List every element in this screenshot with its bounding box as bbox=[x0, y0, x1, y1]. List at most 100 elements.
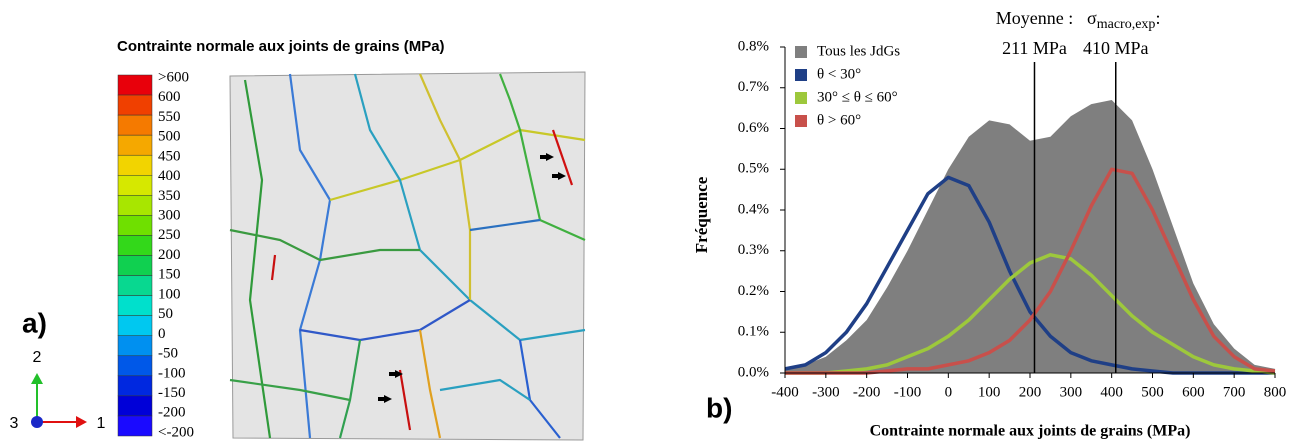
x-tick-label: 400 bbox=[1100, 384, 1123, 400]
colorbar-label: 300 bbox=[158, 207, 181, 223]
colorbar-band bbox=[117, 235, 153, 256]
annotation-text: 410 MPa bbox=[1083, 38, 1149, 58]
colorbar: >600600550500450400350300250200150100500… bbox=[117, 69, 194, 440]
colorbar-label: 450 bbox=[158, 148, 181, 164]
legend-label: θ > 60° bbox=[817, 112, 861, 128]
triad-label: 2 bbox=[33, 349, 42, 366]
y-tick-label: 0.7% bbox=[738, 79, 769, 95]
x-tick-label: -200 bbox=[853, 384, 881, 400]
colorbar-label: 150 bbox=[158, 267, 181, 283]
arrow-marker bbox=[389, 370, 403, 378]
colorbar-band bbox=[117, 215, 153, 236]
x-axis-title: Contrainte normale aux joints de grains … bbox=[870, 423, 1191, 440]
colorbar-band bbox=[117, 255, 153, 276]
x-tick-label: -300 bbox=[812, 384, 840, 400]
annotation-title: σmacro,exp: bbox=[1087, 8, 1160, 32]
y-tick-label: 0.5% bbox=[738, 161, 769, 177]
colorbar-label: 500 bbox=[158, 129, 181, 145]
x-tick-label: -400 bbox=[771, 384, 799, 400]
axis-triad: 2 3 1 bbox=[10, 349, 106, 432]
colorbar-label: >600 bbox=[158, 69, 189, 85]
colorbar-band bbox=[117, 94, 153, 116]
colorbar-band bbox=[117, 375, 153, 397]
boundary bbox=[243, 79, 272, 439]
arrow-marker bbox=[378, 395, 392, 403]
boundary bbox=[418, 329, 442, 439]
colorbar-band bbox=[117, 114, 153, 136]
colorbar-band bbox=[117, 195, 153, 216]
legend-label: 30° ≤ θ ≤ 60° bbox=[817, 89, 898, 105]
x-tick-label: 100 bbox=[978, 384, 1001, 400]
colorbar-label: 550 bbox=[158, 109, 181, 125]
colorbar-band bbox=[117, 315, 153, 336]
triad-arrowhead bbox=[31, 373, 43, 384]
arrow-marker bbox=[552, 172, 566, 180]
colorbar-label: -200 bbox=[158, 405, 186, 421]
histogram-area bbox=[785, 100, 1275, 373]
grain-map bbox=[229, 71, 586, 441]
boundary bbox=[398, 369, 412, 431]
colorbar-label: <-200 bbox=[158, 424, 194, 440]
colorbar-label: 200 bbox=[158, 247, 181, 263]
boundary bbox=[498, 73, 586, 242]
symbol: σ bbox=[1087, 8, 1097, 28]
colorbar-band bbox=[117, 355, 153, 377]
annotation-text: Moyenne : bbox=[996, 8, 1073, 28]
colorbar-band bbox=[117, 74, 153, 96]
colorbar-label: 100 bbox=[158, 286, 181, 302]
legend-swatch bbox=[795, 46, 807, 58]
panel-a-title: Contrainte normale aux joints de grains … bbox=[117, 38, 445, 55]
plot: 0.0% 0.1% 0.2% 0.3% 0.4% 0.5% 0.6% 0.7% 0.8% -400… bbox=[738, 8, 1287, 400]
boundary bbox=[229, 228, 420, 262]
boundary bbox=[229, 378, 351, 402]
colorbar-label: 350 bbox=[158, 188, 181, 204]
panel-label: a) bbox=[22, 307, 47, 338]
series-line bbox=[785, 253, 1276, 375]
y-tick-label: 0.0% bbox=[738, 364, 769, 380]
colorbar-band bbox=[117, 175, 153, 196]
triad-origin bbox=[31, 416, 43, 428]
boundary bbox=[418, 73, 472, 300]
colorbar-label: 600 bbox=[158, 89, 181, 105]
y-tick-label: 0.2% bbox=[738, 283, 769, 299]
legend-label: Tous les JdGs bbox=[817, 43, 900, 59]
x-tick-label: 300 bbox=[1060, 384, 1083, 400]
legend-swatch bbox=[795, 115, 807, 127]
y-tick-label: 0.6% bbox=[738, 120, 769, 136]
legend-label: θ < 30° bbox=[817, 66, 861, 82]
y-tick-label: 0.3% bbox=[738, 242, 769, 258]
colorbar-label: 250 bbox=[158, 227, 181, 243]
y-tick-label: 0.8% bbox=[738, 38, 769, 54]
triad-label: 1 bbox=[97, 415, 106, 432]
y-tick-label: 0.1% bbox=[738, 324, 769, 340]
grain-boundaries bbox=[229, 73, 586, 439]
colorbar-label: -100 bbox=[158, 365, 186, 381]
colorbar-band bbox=[117, 154, 153, 176]
colorbar-band bbox=[117, 134, 153, 156]
x-tick-label: 200 bbox=[1019, 384, 1042, 400]
x-tick-label: 0 bbox=[945, 384, 953, 400]
boundary bbox=[551, 129, 574, 186]
x-tick-label: 800 bbox=[1264, 384, 1287, 400]
legend-swatch bbox=[795, 69, 807, 81]
arrow-marker bbox=[540, 153, 554, 161]
y-axis-title: Fréquence bbox=[692, 176, 711, 253]
colorbar-label: 400 bbox=[158, 168, 181, 184]
legend-swatch bbox=[795, 92, 807, 104]
boundary bbox=[288, 73, 332, 439]
x-tick-label: 500 bbox=[1141, 384, 1164, 400]
x-tick-label: 600 bbox=[1182, 384, 1205, 400]
colorbar-label: 50 bbox=[158, 306, 173, 322]
boundary bbox=[270, 254, 277, 281]
boundary bbox=[469, 218, 541, 232]
colorbar-label: -150 bbox=[158, 385, 186, 401]
colorbar-band bbox=[117, 295, 153, 316]
triad-arrowhead bbox=[76, 416, 87, 428]
annotation-text: 211 MPa bbox=[1002, 38, 1067, 58]
colorbar-band bbox=[117, 275, 153, 296]
suffix: : bbox=[1155, 8, 1160, 28]
colorbar-band bbox=[117, 415, 153, 437]
x-tick-label: 700 bbox=[1223, 384, 1246, 400]
boundary bbox=[299, 299, 471, 342]
